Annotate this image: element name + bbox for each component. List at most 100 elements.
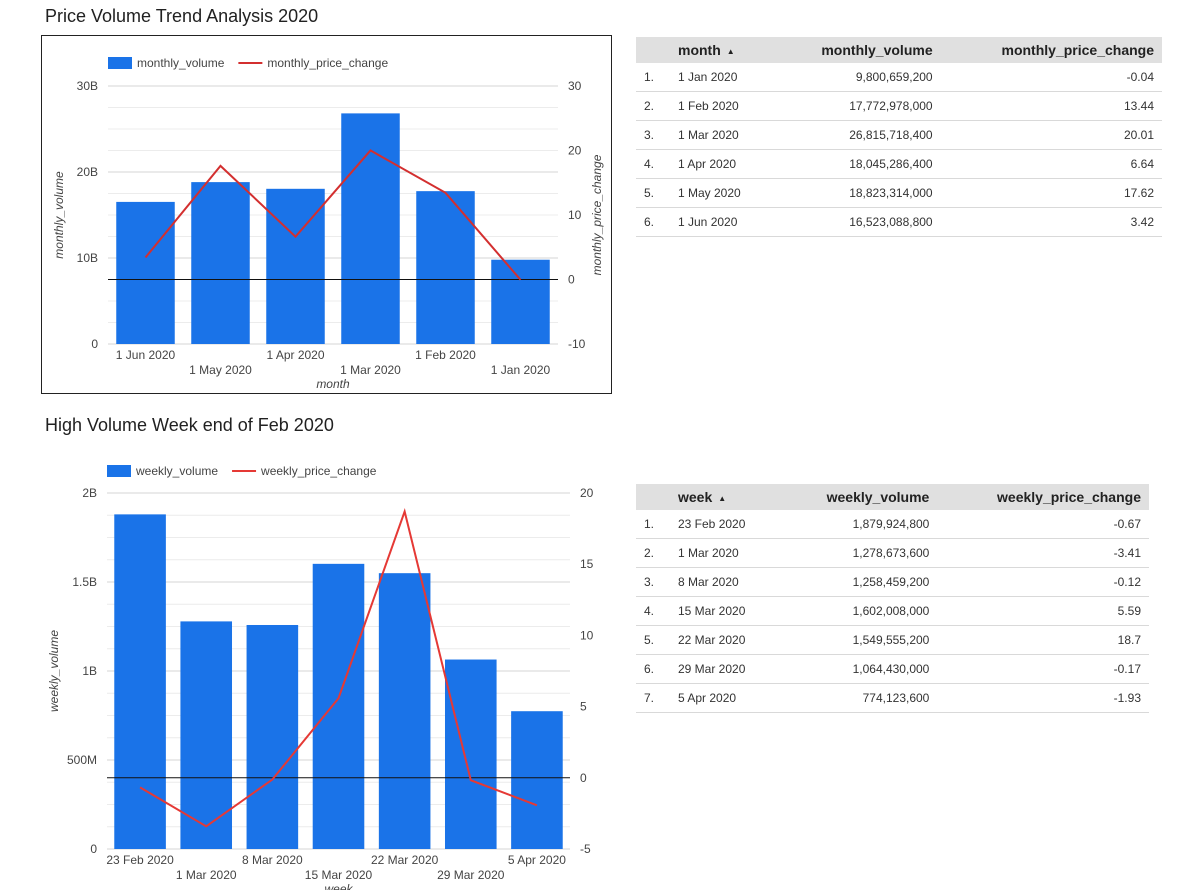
row-price-change: 13.44 (940, 91, 1162, 121)
price-change-line (144, 149, 522, 281)
y2-axis-title: monthly_price_change (590, 154, 604, 275)
row-volume: 26,815,718,400 (773, 120, 941, 150)
row-price-change: -3.41 (937, 538, 1149, 568)
x-tick-label: 1 Apr 2020 (266, 348, 324, 362)
row-volume: 18,823,314,000 (773, 178, 941, 208)
x-axis-title: week (324, 882, 353, 890)
monthly-price-change-header[interactable]: monthly_price_change (940, 37, 1162, 63)
row-date: 1 Apr 2020 (670, 149, 774, 179)
row-volume: 1,258,459,200 (780, 567, 938, 597)
table-row: 2. 1 Mar 2020 1,278,673,600 -3.41 (636, 538, 1149, 568)
row-volume: 9,800,659,200 (773, 63, 941, 92)
y-tick-label: 2B (82, 486, 97, 500)
table-row: 7. 5 Apr 2020 774,123,600 -1.93 (636, 683, 1149, 713)
y2-tick-label: 5 (580, 700, 587, 714)
x-tick-label: 8 Mar 2020 (242, 853, 303, 867)
monthly-chart-container: 0 10B 20B 30B -10 0 10 20 30 1 Jun 2020 1 May 2020… (41, 35, 612, 394)
x-tick-label: 1 Mar 2020 (176, 868, 237, 882)
weekly-chart-container: 0 500M 1B 1.5B 2B -5 0 5 10 15 20 23 Feb 2020 1 Mar … (41, 450, 612, 895)
y2-tick-label: 0 (568, 273, 575, 287)
table-row: 1. 23 Feb 2020 1,879,924,800 -0.67 (636, 510, 1149, 539)
x-axis-title: month (316, 377, 350, 391)
row-price-change: 5.59 (937, 596, 1149, 626)
bar (511, 711, 563, 849)
legend-label-line: monthly_price_change (267, 56, 388, 70)
monthly-volume-header[interactable]: monthly_volume (773, 37, 941, 63)
row-price-change: -0.67 (937, 510, 1149, 539)
row-volume: 16,523,088,800 (773, 207, 941, 237)
table-row: 6. 29 Mar 2020 1,064,430,000 -0.17 (636, 654, 1149, 684)
y2-tick-label: 10 (568, 208, 582, 222)
x-tick-label: 1 Feb 2020 (415, 348, 476, 362)
x-tick-label: 29 Mar 2020 (437, 868, 505, 882)
row-price-change: 18.7 (937, 625, 1149, 655)
row-index: 5. (636, 178, 670, 208)
y-tick-label: 500M (67, 753, 97, 767)
row-index: 1. (636, 63, 670, 92)
y2-tick-label: 0 (580, 771, 587, 785)
weekly-price-change-header[interactable]: weekly_price_change (937, 484, 1149, 510)
weekly-table: week ▲ weekly_volume weekly_price_change … (636, 484, 1149, 713)
y2-tick-label: 15 (580, 557, 594, 571)
week-header[interactable]: week ▲ (670, 484, 781, 510)
row-index: 4. (636, 596, 670, 626)
row-price-change: 20.01 (940, 120, 1162, 150)
y2-tick-label: 30 (568, 79, 582, 93)
table-row: 3. 8 Mar 2020 1,258,459,200 -0.12 (636, 567, 1149, 597)
row-date: 1 Mar 2020 (670, 120, 774, 150)
row-price-change: -0.12 (937, 567, 1149, 597)
table-row: 3. 1 Mar 2020 26,815,718,400 20.01 (636, 120, 1162, 150)
row-index: 1. (636, 510, 670, 539)
row-date: 29 Mar 2020 (670, 654, 781, 684)
x-tick-label: 5 Apr 2020 (508, 853, 566, 867)
row-date: 22 Mar 2020 (670, 625, 781, 655)
row-index: 6. (636, 654, 670, 684)
table-row: 4. 1 Apr 2020 18,045,286,400 6.64 (636, 149, 1162, 179)
bar (114, 514, 166, 849)
weekly-volume-header[interactable]: weekly_volume (780, 484, 938, 510)
y2-tick-label: -10 (568, 337, 586, 351)
y-tick-label: 20B (77, 165, 98, 179)
month-header[interactable]: month ▲ (670, 37, 774, 63)
bar (312, 563, 365, 849)
bar (491, 259, 550, 344)
row-price-change: 17.62 (940, 178, 1162, 208)
table-header-row: month ▲ monthly_volume monthly_price_chan… (636, 37, 1162, 63)
row-volume: 1,879,924,800 (780, 510, 938, 539)
x-tick-label: 1 Mar 2020 (340, 363, 401, 377)
row-volume: 18,045,286,400 (773, 149, 941, 179)
row-price-change: -1.93 (937, 683, 1149, 713)
row-index: 5. (636, 625, 670, 655)
row-volume: 17,772,978,000 (773, 91, 941, 121)
y-tick-label: 1.5B (72, 575, 97, 589)
row-volume: 774,123,600 (780, 683, 938, 713)
row-volume: 1,602,008,000 (780, 596, 938, 626)
row-date: 8 Mar 2020 (670, 567, 781, 597)
table-row: 5. 1 May 2020 18,823,314,000 17.62 (636, 178, 1162, 208)
bar (378, 573, 431, 849)
price-change-line (139, 508, 538, 828)
sort-asc-icon: ▲ (726, 46, 735, 56)
x-tick-label: 1 May 2020 (189, 363, 252, 377)
y-axis-title: monthly_volume (52, 171, 66, 259)
table-row: 1. 1 Jan 2020 9,800,659,200 -0.04 (636, 63, 1162, 92)
row-volume: 1,549,555,200 (780, 625, 938, 655)
row-index: 4. (636, 149, 670, 179)
bar (416, 191, 475, 344)
x-tick-label: 1 Jun 2020 (116, 348, 176, 362)
x-tick-label: 22 Mar 2020 (371, 853, 439, 867)
chart-title-monthly: Price Volume Trend Analysis 2020 (45, 6, 319, 26)
row-date: 5 Apr 2020 (670, 683, 781, 713)
y2-tick-label: -5 (580, 842, 591, 856)
row-volume: 1,064,430,000 (780, 654, 938, 684)
bar (246, 624, 299, 849)
y2-tick-label: 20 (580, 486, 594, 500)
row-index: 3. (636, 120, 670, 150)
row-index: 7. (636, 683, 670, 713)
row-date: 1 Jan 2020 (670, 63, 774, 92)
x-tick-label: 15 Mar 2020 (305, 868, 373, 882)
legend-swatch-bar (108, 57, 132, 69)
y-tick-label: 30B (77, 79, 98, 93)
y-tick-label: 1B (82, 664, 97, 678)
